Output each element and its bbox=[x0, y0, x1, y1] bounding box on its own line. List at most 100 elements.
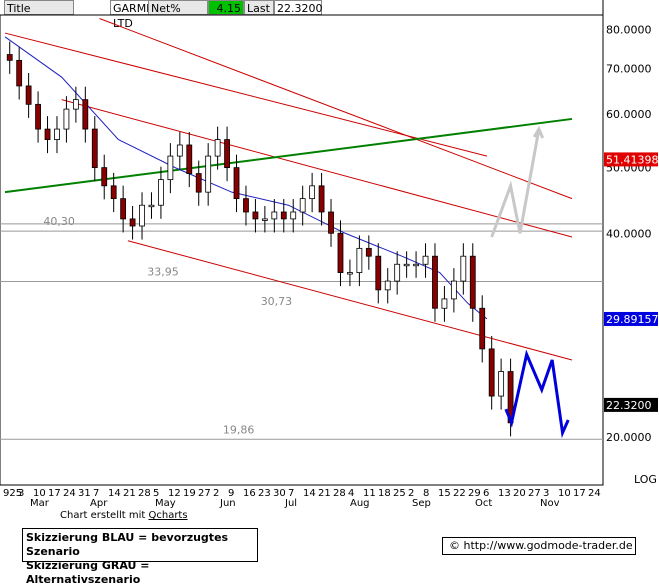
legend-blue: Skizzierung BLAU = bevorzugtes Szenario bbox=[26, 531, 229, 558]
x-day-label-28: 8 bbox=[423, 488, 429, 499]
y-tick-label-2: 60.0000 bbox=[606, 108, 652, 121]
trend-line-3 bbox=[127, 240, 573, 361]
trend-line-4 bbox=[4, 117, 573, 194]
x-day-label-5: 31 bbox=[78, 488, 91, 499]
candle-body-38 bbox=[365, 247, 372, 257]
x-day-label-29: 15 bbox=[438, 488, 451, 499]
candle-body-40 bbox=[384, 280, 391, 291]
candle-body-14 bbox=[139, 204, 145, 227]
level-annotation-2: 30,73 bbox=[261, 295, 293, 308]
candle-body-29 bbox=[280, 211, 287, 220]
price-chart: 80.000070.000060.000050.000040.000020.00… bbox=[0, 0, 659, 509]
y-tick-label-0: 80.0000 bbox=[606, 23, 652, 36]
x-day-label-3: 17 bbox=[48, 488, 61, 499]
y-tick-label-1: 70.0000 bbox=[606, 63, 652, 76]
x-month-label-4: Jul bbox=[284, 498, 297, 509]
scenario-legend: Skizzierung BLAU = bevorzugtes Szenario … bbox=[22, 528, 258, 586]
moving-average-line bbox=[4, 36, 488, 320]
candle-body-31 bbox=[299, 198, 306, 213]
scenario-grey-path bbox=[490, 125, 545, 238]
candle-body-17 bbox=[167, 155, 174, 181]
price-tag-label-2: 22.3200 bbox=[606, 399, 652, 412]
candle-body-36 bbox=[347, 272, 353, 275]
candle-body-35 bbox=[337, 232, 344, 273]
candle-body-12 bbox=[120, 198, 127, 220]
candle-body-43 bbox=[413, 263, 419, 267]
x-day-label-22: 28 bbox=[333, 488, 346, 499]
legend-grey: Skizzierung GRAU = Alternativszenario bbox=[26, 559, 150, 586]
candle-body-2 bbox=[25, 85, 32, 105]
x-day-label-36: 3 bbox=[543, 488, 549, 499]
scenario-blue-path bbox=[504, 349, 570, 439]
level-annotation-3: 19,86 bbox=[223, 423, 255, 436]
candle-body-15 bbox=[148, 204, 155, 208]
candle-body-19 bbox=[186, 144, 193, 174]
candle-body-4 bbox=[44, 128, 51, 140]
candle-body-32 bbox=[309, 185, 316, 200]
x-day-label-12: 19 bbox=[183, 488, 196, 499]
candle-body-48 bbox=[460, 255, 467, 282]
last-value: 22.3200 bbox=[274, 0, 323, 15]
x-day-label-20: 14 bbox=[303, 488, 316, 499]
website-link[interactable]: © http://www.godmode-trader.de bbox=[449, 539, 633, 552]
x-day-label-2: 10 bbox=[33, 488, 46, 499]
candle-body-45 bbox=[432, 255, 438, 309]
x-day-label-19: 7 bbox=[288, 488, 294, 499]
candle-body-5 bbox=[54, 128, 60, 140]
candle-body-42 bbox=[403, 263, 410, 267]
candle-body-22 bbox=[214, 139, 221, 157]
candle-body-49 bbox=[469, 255, 476, 309]
trend-line-1 bbox=[99, 18, 573, 200]
x-day-label-21: 21 bbox=[318, 488, 331, 499]
candle-body-23 bbox=[224, 139, 230, 169]
candle-body-39 bbox=[375, 255, 382, 291]
x-day-label-24: 11 bbox=[363, 488, 376, 499]
candle-body-52 bbox=[498, 371, 505, 397]
y-tick-label-5: 20.0000 bbox=[606, 431, 652, 444]
candle-body-11 bbox=[110, 185, 117, 200]
x-day-label-23: 4 bbox=[348, 488, 354, 499]
x-day-label-4: 24 bbox=[63, 488, 76, 499]
candle-body-18 bbox=[176, 144, 183, 157]
x-day-label-33: 13 bbox=[498, 488, 511, 499]
website-box: © http://www.godmode-trader.de bbox=[442, 537, 636, 555]
x-day-label-13: 27 bbox=[198, 488, 211, 499]
x-day-label-17: 23 bbox=[258, 488, 271, 499]
candle-body-30 bbox=[290, 211, 297, 220]
price-tag-label-1: 29.89157 bbox=[606, 313, 659, 326]
x-day-label-27: 2 bbox=[408, 488, 414, 499]
x-month-label-1: Apr bbox=[90, 498, 108, 509]
candle-body-7 bbox=[72, 99, 79, 110]
candle-body-46 bbox=[441, 298, 448, 309]
qcharts-link[interactable]: Qcharts bbox=[148, 510, 188, 521]
x-day-label-1: 3 bbox=[18, 488, 24, 499]
x-month-label-2: May bbox=[155, 498, 176, 509]
price-tag-0 bbox=[604, 152, 658, 167]
x-month-label-6: Sep bbox=[412, 498, 431, 509]
candle-body-13 bbox=[129, 218, 136, 227]
trend-line-2 bbox=[61, 99, 573, 238]
x-day-label-15: 9 bbox=[228, 488, 234, 499]
x-day-label-39: 24 bbox=[588, 488, 601, 499]
x-day-label-8: 21 bbox=[123, 488, 136, 499]
candle-body-41 bbox=[394, 263, 401, 282]
candle-body-21 bbox=[205, 155, 212, 193]
x-day-label-6: 7 bbox=[93, 488, 99, 499]
candle-body-27 bbox=[261, 218, 268, 221]
x-day-label-9: 28 bbox=[138, 488, 151, 499]
candle-body-47 bbox=[450, 280, 457, 300]
x-day-label-38: 17 bbox=[573, 488, 586, 499]
scale-label: LOG bbox=[634, 473, 657, 486]
candle-body-20 bbox=[195, 173, 202, 193]
credit-prefix: Chart erstellt mit bbox=[60, 510, 149, 521]
x-day-label-35: 27 bbox=[528, 488, 541, 499]
level-annotation-1: 33,95 bbox=[147, 266, 179, 279]
price-tag-label-0: 51.41398 bbox=[606, 153, 659, 166]
x-month-label-3: Jun bbox=[219, 498, 236, 509]
price-tag-2 bbox=[604, 397, 658, 412]
candle-body-51 bbox=[488, 348, 495, 397]
candle-body-3 bbox=[35, 103, 41, 130]
x-day-label-26: 25 bbox=[393, 488, 406, 499]
candle-body-1 bbox=[16, 59, 23, 87]
x-day-label-25: 18 bbox=[378, 488, 391, 499]
